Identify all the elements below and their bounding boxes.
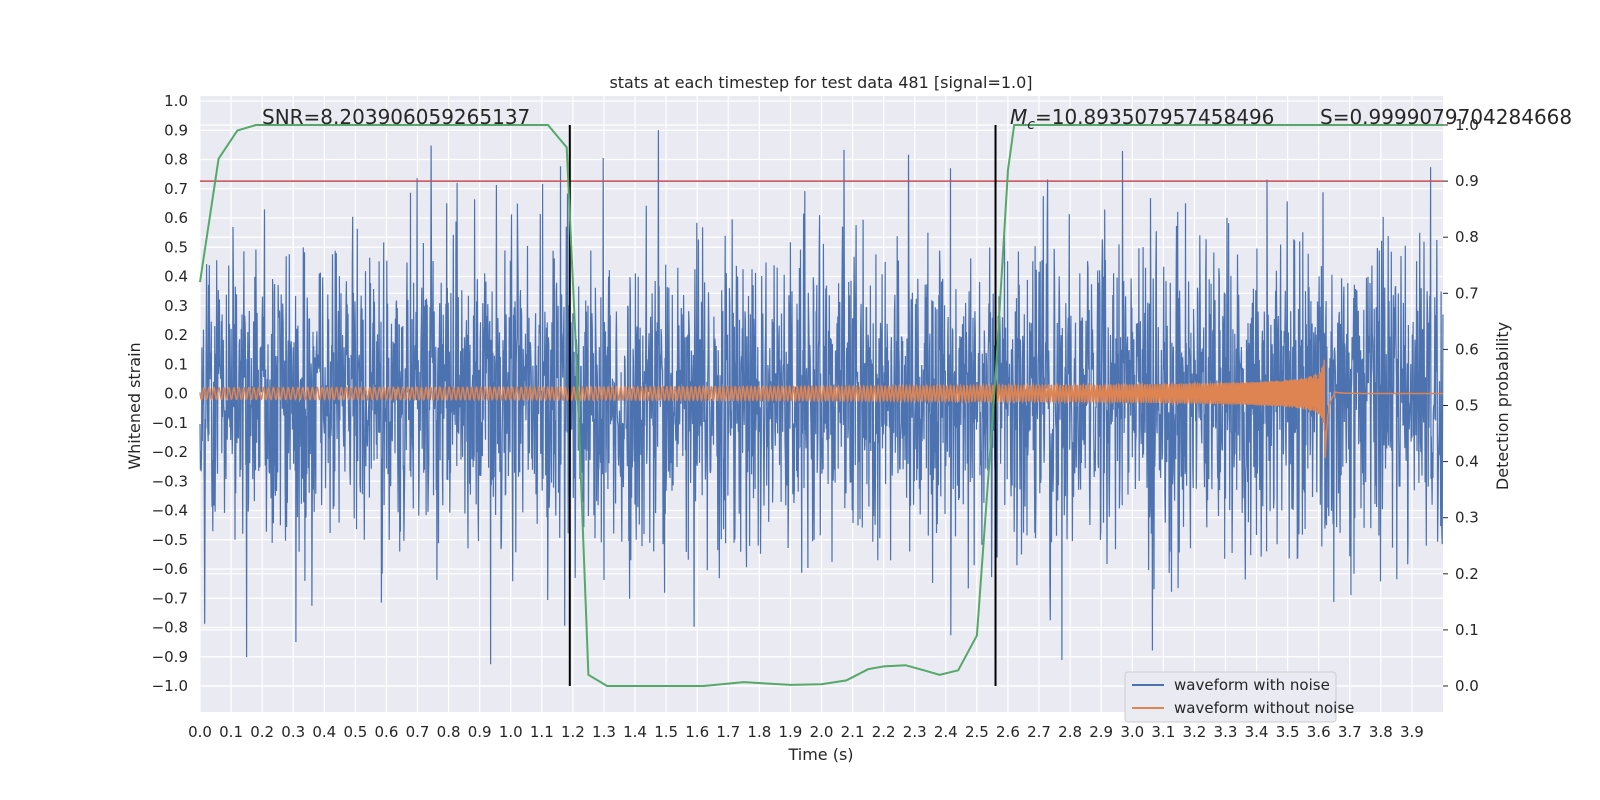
y-tick-labels: 1.0 0.9 0.8 0.7 0.6 0.5 0.4 0.3 0.2 0.1 0.0 −0.1 −0.… [152, 92, 188, 695]
x-tick-label: 1.8 [747, 723, 771, 741]
chirp-mass-subscript: c [1027, 117, 1035, 133]
right-y-tick-label: 0.7 [1455, 284, 1479, 302]
y-tick-label: −0.4 [152, 502, 188, 520]
x-tick-label: 2.2 [872, 723, 896, 741]
x-tick-label: 1.7 [716, 723, 740, 741]
chirp-mass-symbol: M [1010, 105, 1027, 129]
x-tick-label: 0.4 [312, 723, 336, 741]
x-tick-label: 1.2 [561, 723, 585, 741]
x-tick-label: 1.6 [685, 723, 709, 741]
x-tick-label: 2.4 [934, 723, 958, 741]
y-tick-label: −0.2 [152, 443, 188, 461]
right-y-tick-label: 0.0 [1455, 677, 1479, 695]
right-y-tick-label: 0.6 [1455, 340, 1479, 358]
x-tick-label: 3.8 [1369, 723, 1393, 741]
legend-label-noise: waveform with noise [1174, 676, 1330, 694]
x-tick-label: 3.1 [1151, 723, 1175, 741]
y-tick-label: 0.7 [164, 180, 188, 198]
x-tick-label: 1.5 [654, 723, 678, 741]
x-tick-label: 2.5 [965, 723, 989, 741]
x-tick-label: 0.3 [281, 723, 305, 741]
y-axis-label: Whitened strain [125, 342, 144, 469]
chirp-mass-value: =10.893507957458496 [1035, 105, 1274, 129]
legend-label-clean: waveform without noise [1174, 699, 1354, 717]
s-annotation: S=0.9999079704284668 [1320, 105, 1572, 129]
right-y-axis-label: Detection probability [1493, 322, 1512, 490]
waveform-without-noise-line [199, 359, 1443, 458]
x-tick-label: 3.9 [1400, 723, 1424, 741]
x-tick-label: 0.8 [437, 723, 461, 741]
detection-probability-line [199, 124, 1443, 687]
x-tick-label: 0.1 [219, 723, 243, 741]
x-tick-label: 3.3 [1214, 723, 1238, 741]
y-tick-label: 0.0 [164, 385, 188, 403]
x-tick-label: 2.3 [903, 723, 927, 741]
x-tick-label: 1.1 [530, 723, 554, 741]
legend: waveform with noise waveform without noi… [1124, 671, 1354, 723]
legend-box [1124, 671, 1337, 723]
right-y-tick-labels: 1.0 0.9 0.8 0.7 0.6 0.5 0.4 0.3 0.2 0.1 0.0 [1443, 116, 1479, 695]
x-tick-label: 0.7 [406, 723, 430, 741]
x-tick-label: 0.9 [468, 723, 492, 741]
y-tick-label: 0.6 [164, 209, 188, 227]
y-tick-label: 0.5 [164, 238, 188, 256]
y-tick-label: −0.6 [152, 560, 188, 578]
y-tick-label: −0.5 [152, 531, 188, 549]
y-tick-label: −0.9 [152, 648, 188, 666]
x-tick-label: 3.4 [1245, 723, 1269, 741]
x-axis-label: Time (s) [787, 745, 853, 764]
y-tick-label: 0.8 [164, 151, 188, 169]
x-tick-label: 2.0 [810, 723, 834, 741]
y-tick-label: −0.8 [152, 619, 188, 637]
y-tick-label: 0.2 [164, 326, 188, 344]
x-tick-label: 0.6 [375, 723, 399, 741]
y-tick-label: 0.3 [164, 297, 188, 315]
y-tick-label: 0.9 [164, 121, 188, 139]
x-tick-label: 1.4 [623, 723, 647, 741]
right-y-tick-label: 1.0 [1455, 116, 1479, 134]
right-y-tick-label: 0.8 [1455, 228, 1479, 246]
x-tick-label: 1.0 [499, 723, 523, 741]
chart-title: stats at each timestep for test data 481… [609, 73, 1032, 92]
x-tick-label: 1.9 [778, 723, 802, 741]
y-tick-label: 1.0 [164, 92, 188, 110]
right-y-tick-label: 0.4 [1455, 453, 1479, 471]
x-tick-label: 1.3 [592, 723, 616, 741]
y-tick-label: −1.0 [152, 677, 188, 695]
x-tick-labels: 0.0 0.1 0.2 0.3 0.4 0.5 0.6 0.7 0.8 0.9 1.0 1.1 1.2 1… [188, 723, 1424, 741]
x-tick-label: 3.2 [1182, 723, 1206, 741]
x-tick-label: 2.8 [1058, 723, 1082, 741]
waveform-without-noise-series [199, 359, 1443, 458]
probability-series [199, 124, 1443, 687]
y-tick-label: −0.3 [152, 472, 188, 490]
x-tick-label: 3.7 [1338, 723, 1362, 741]
x-tick-label: 3.0 [1120, 723, 1144, 741]
y-tick-label: 0.1 [164, 355, 188, 373]
right-y-tick-label: 0.9 [1455, 172, 1479, 190]
x-tick-label: 2.7 [1027, 723, 1051, 741]
x-tick-label: 3.5 [1276, 723, 1300, 741]
x-tick-label: 0.0 [188, 723, 212, 741]
x-tick-label: 0.2 [250, 723, 274, 741]
x-tick-label: 2.9 [1089, 723, 1113, 741]
right-y-tick-label: 0.2 [1455, 565, 1479, 583]
right-y-tick-label: 0.3 [1455, 509, 1479, 527]
y-tick-label: 0.4 [164, 268, 188, 286]
x-tick-label: 2.1 [841, 723, 865, 741]
chirp-mass-annotation: Mc=10.893507957458496 [1010, 105, 1274, 133]
snr-annotation: SNR=8.203906059265137 [262, 105, 530, 129]
right-y-tick-label: 0.1 [1455, 621, 1479, 639]
y-tick-label: −0.7 [152, 589, 188, 607]
x-tick-label: 3.6 [1307, 723, 1331, 741]
right-y-tick-label: 0.5 [1455, 397, 1479, 415]
x-tick-label: 2.6 [996, 723, 1020, 741]
y-tick-label: −0.1 [152, 414, 188, 432]
x-tick-label: 0.5 [343, 723, 367, 741]
